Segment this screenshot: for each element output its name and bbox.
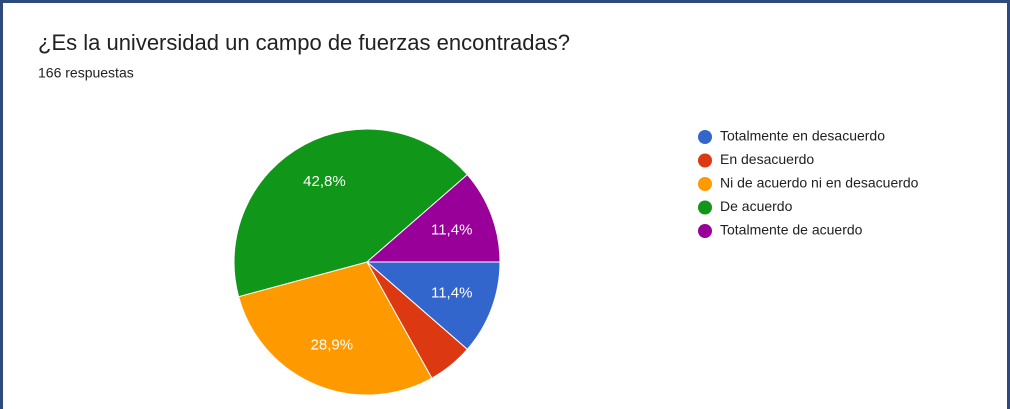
- slice-label: 28,9%: [311, 336, 354, 353]
- legend-marker: [698, 177, 712, 191]
- slice-label: 11,4%: [431, 285, 472, 302]
- legend-marker: [698, 200, 712, 215]
- legend-label: Totalmente de acuerdo: [720, 222, 863, 238]
- legend-label: Ni de acuerdo ni en desacuerdo: [720, 175, 919, 191]
- legend-marker: [698, 153, 712, 168]
- pie-slice: [365, 261, 501, 351]
- legend-label: En desacuerdo: [720, 151, 814, 167]
- legend-marker: [698, 224, 712, 238]
- legend-marker: [698, 130, 712, 144]
- chart-subtitle: 166 respuestas: [38, 65, 134, 81]
- legend-label: De acuerdo: [720, 198, 793, 214]
- pie-slice: [237, 261, 433, 396]
- slice-label: 11,4%: [431, 221, 472, 238]
- legend-label: Totalmente en desacuerdo: [720, 128, 885, 144]
- chart-title: ¿Es la universidad un campo de fuerzas e…: [38, 30, 570, 55]
- slice-label: 42,8%: [303, 173, 346, 190]
- pie-slice: [365, 173, 501, 263]
- pie-slice: [233, 128, 469, 298]
